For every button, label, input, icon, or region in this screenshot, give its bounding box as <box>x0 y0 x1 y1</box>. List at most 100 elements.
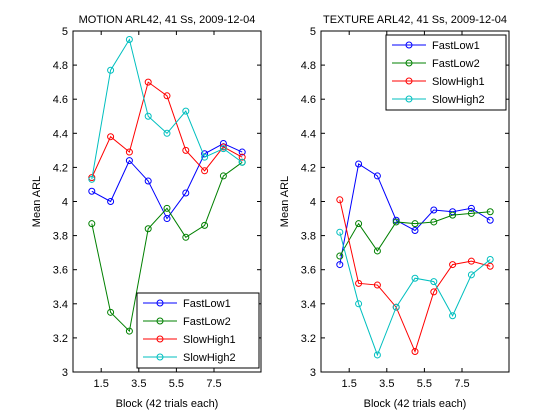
data-point-slowhigh1 <box>373 281 381 289</box>
legend-label: FastLow1 <box>183 298 231 310</box>
data-point-fastlow1 <box>430 206 438 214</box>
y-tick-label: 3.8 <box>301 231 316 243</box>
data-point-slowhigh2 <box>336 228 344 236</box>
data-point-fastlow2 <box>467 209 475 217</box>
data-point-fastlow2 <box>373 247 381 255</box>
y-tick-label: 4.6 <box>301 94 316 106</box>
x-axis-label: Block (42 trials each) <box>116 398 219 410</box>
data-point-slowhigh2 <box>430 278 438 286</box>
series-line-slowhigh2 <box>91 38 243 180</box>
y-tick-label: 3.8 <box>53 231 68 243</box>
x-tick-label: 1.5 <box>342 378 357 390</box>
data-point-fastlow2 <box>430 218 438 226</box>
data-point-slowhigh2 <box>107 66 115 74</box>
data-point-slowhigh1 <box>411 348 419 356</box>
data-point-fastlow2 <box>107 308 115 316</box>
y-tick-label: 4.2 <box>301 162 316 174</box>
y-tick-label: 3 <box>62 367 68 379</box>
data-point-slowhigh1 <box>144 78 152 86</box>
data-point-slowhigh2 <box>125 36 133 44</box>
data-point-slowhigh1 <box>355 279 363 287</box>
data-point-slowhigh2 <box>467 271 475 279</box>
y-tick-label: 3.6 <box>53 265 68 277</box>
y-tick-label: 4.4 <box>301 128 316 140</box>
data-point-slowhigh2 <box>163 129 171 137</box>
data-point-fastlow1 <box>163 215 171 223</box>
chart-title: TEXTURE ARL42, 41 Ss, 2009-12-04 <box>323 14 507 26</box>
y-tick-label: 3.6 <box>301 265 316 277</box>
data-point-slowhigh1 <box>467 257 475 265</box>
legend-marker <box>156 317 164 325</box>
data-point-fastlow2 <box>486 208 494 216</box>
series-line-fastlow1 <box>91 142 243 220</box>
chart-title: MOTION ARL42, 41 Ss, 2009-12-04 <box>79 14 256 26</box>
y-tick-label: 4 <box>310 197 316 209</box>
legend-marker <box>156 335 164 343</box>
legend-label: SlowHigh1 <box>183 334 236 346</box>
data-point-slowhigh1 <box>182 146 190 154</box>
legend-label: FastLow2 <box>432 58 480 70</box>
y-tick-label: 3 <box>310 367 316 379</box>
data-point-fastlow1 <box>182 189 190 197</box>
x-tick-label: 3.5 <box>131 378 146 390</box>
legend-marker <box>156 353 164 361</box>
data-point-fastlow1 <box>373 172 381 180</box>
data-point-slowhigh2 <box>144 112 152 120</box>
series-line-slowhigh1 <box>339 199 491 353</box>
data-point-slowhigh1 <box>336 196 344 204</box>
data-point-slowhigh2 <box>411 274 419 282</box>
data-point-slowhigh2 <box>373 351 381 359</box>
data-point-fastlow2 <box>144 225 152 233</box>
y-tick-label: 3.2 <box>301 333 316 345</box>
y-tick-label: 5 <box>310 26 316 38</box>
y-tick-label: 4 <box>62 197 68 209</box>
data-point-fastlow2 <box>201 221 209 229</box>
y-tick-label: 3.4 <box>53 299 68 311</box>
y-tick-label: 4.4 <box>53 128 68 140</box>
x-tick-label: 5.5 <box>417 378 432 390</box>
y-tick-label: 4.6 <box>53 94 68 106</box>
y-tick-label: 4.2 <box>53 162 68 174</box>
data-point-slowhigh2 <box>238 158 246 166</box>
data-point-fastlow2 <box>355 220 363 228</box>
texture-chart-panel: 3 3.2 3.4 3.6 3.8 4 4.2 4.4 4.6 4.8 5 1.5 3.5 5.5 7.5 T… <box>279 14 510 410</box>
y-tick-label: 4.8 <box>301 60 316 72</box>
data-point-slowhigh1 <box>107 133 115 141</box>
y-tick-label: 3.2 <box>53 333 68 345</box>
data-point-fastlow1 <box>88 187 96 195</box>
legend-marker <box>405 77 413 85</box>
data-point-fastlow2 <box>392 218 400 226</box>
series-line-slowhigh2 <box>339 232 491 357</box>
data-point-fastlow1 <box>467 204 475 212</box>
data-point-slowhigh2 <box>201 153 209 161</box>
data-point-slowhigh1 <box>449 261 457 269</box>
data-point-fastlow2 <box>182 233 190 241</box>
legend-box <box>385 34 507 111</box>
legend-marker <box>156 299 164 307</box>
data-point-slowhigh2 <box>182 107 190 115</box>
legend-marker <box>405 41 413 49</box>
data-point-fastlow1 <box>411 226 419 234</box>
x-axis-label: Block (42 trials each) <box>364 398 467 410</box>
y-tick-label: 4.8 <box>53 60 68 72</box>
data-point-fastlow2 <box>125 327 133 335</box>
motion-chart-panel: 3 3.2 3.4 3.6 3.8 4 4.2 4.4 4.6 4.8 5 1.5 3.5 5.5 7.5 M… <box>31 14 262 410</box>
x-tick-label: 5.5 <box>169 378 184 390</box>
data-point-fastlow2 <box>336 252 344 260</box>
data-point-fastlow1 <box>355 160 363 168</box>
data-point-fastlow1 <box>486 216 494 224</box>
data-point-fastlow1 <box>336 261 344 269</box>
data-point-slowhigh2 <box>449 312 457 320</box>
data-point-fastlow1 <box>107 198 115 205</box>
data-point-slowhigh1 <box>125 148 133 156</box>
data-point-slowhigh1 <box>163 92 171 100</box>
legend-label: SlowHigh2 <box>183 352 236 364</box>
data-point-fastlow1 <box>238 148 246 156</box>
series-line-fastlow2 <box>339 211 491 257</box>
y-axis-label: Mean ARL <box>279 176 291 227</box>
series-line-slowhigh1 <box>91 81 243 178</box>
series-line-fastlow2 <box>91 161 243 333</box>
data-point-slowhigh1 <box>486 262 494 270</box>
data-point-slowhigh1 <box>238 153 246 161</box>
x-tick-label: 3.5 <box>379 378 394 390</box>
